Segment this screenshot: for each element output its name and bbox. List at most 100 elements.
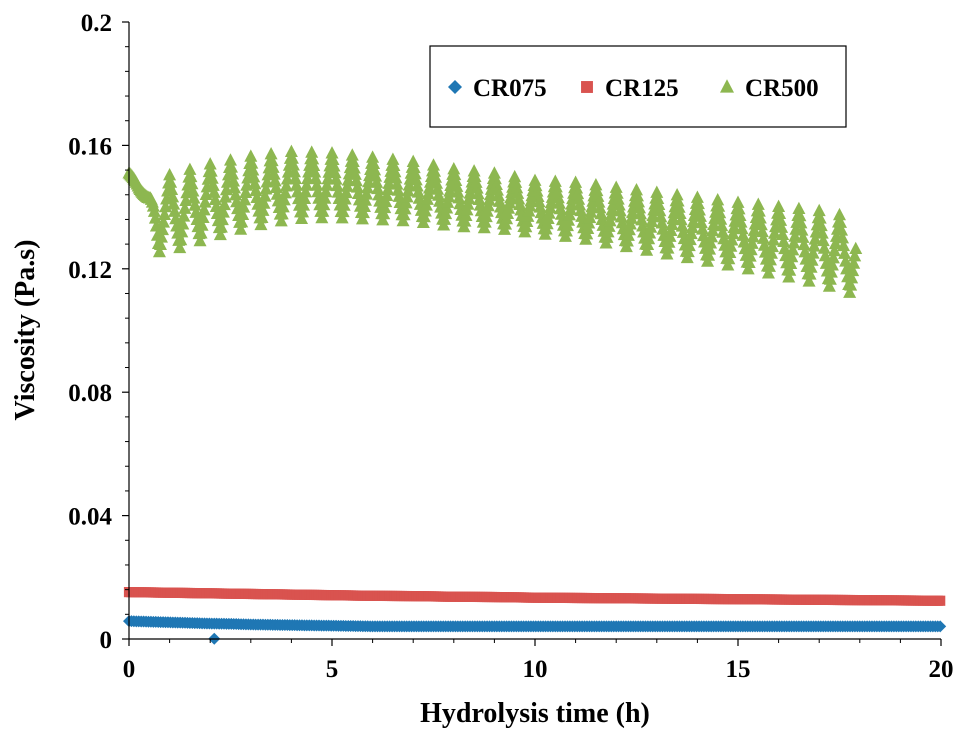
cr500-point [673, 206, 687, 220]
cr500-point [837, 238, 851, 252]
cr500-point [848, 249, 862, 262]
cr500-point [609, 180, 623, 193]
cr500-point [772, 199, 786, 212]
cr500-point [825, 258, 839, 271]
cr500-point [327, 159, 341, 172]
cr500-point [411, 185, 425, 198]
cr500-point [595, 212, 609, 226]
cr500-point [671, 194, 685, 207]
cr500-point [173, 240, 187, 254]
cr500-point [183, 162, 197, 175]
cr500-point [193, 233, 207, 247]
cr500-point [355, 212, 369, 225]
cr500-point [163, 168, 177, 181]
cr500-point [552, 196, 566, 209]
cr500-point [357, 199, 371, 212]
cr500-point [296, 204, 310, 218]
x-tick-label: 0 [123, 656, 136, 683]
cr500-point [430, 176, 444, 189]
cr500-point [591, 189, 605, 202]
cr500-point [634, 207, 648, 220]
cr500-point [205, 171, 219, 184]
cr500-point [269, 180, 283, 194]
cr500-point [532, 194, 546, 208]
cr500-point [339, 185, 353, 199]
cr500-point [743, 249, 757, 262]
cr500-point [244, 149, 258, 162]
cr500-point [237, 200, 251, 213]
cr500-point [593, 201, 607, 214]
cr500-point [168, 204, 182, 217]
cr500-point [614, 209, 628, 223]
cr500-point [733, 208, 747, 221]
cr500-point [467, 164, 481, 177]
cr500-point [367, 156, 381, 170]
cr500-point [551, 190, 565, 204]
cr500-point [487, 166, 501, 179]
cr500-point [747, 223, 761, 236]
cr500-point [849, 241, 863, 255]
cr500-point [336, 204, 350, 218]
cr500-point [257, 196, 271, 209]
cr500-point [386, 152, 400, 165]
cr500-point [766, 239, 780, 253]
cr500-point [509, 175, 523, 188]
y-tick-label: 0.12 [68, 257, 112, 284]
cr500-point [297, 198, 311, 211]
cr500-point [239, 185, 253, 199]
cr500-point [717, 231, 731, 245]
cr500-point [514, 203, 528, 216]
cr500-point [751, 197, 765, 210]
cr500-point [715, 218, 729, 232]
cr500-point [320, 178, 334, 191]
cr500-point [176, 217, 190, 230]
cr500-point [732, 202, 746, 215]
cr500-point [207, 185, 221, 198]
series-cr125 [123, 587, 946, 606]
cr500-point [452, 191, 466, 204]
cr125-point [935, 595, 946, 606]
cr500-point [632, 194, 646, 208]
cr500-point [838, 246, 852, 259]
cr500-point [278, 186, 292, 199]
cr500-point [845, 271, 859, 284]
cr500-point [453, 196, 467, 210]
cr500-point [299, 184, 313, 198]
cr500-point [571, 186, 585, 200]
cr500-point [813, 211, 827, 224]
legend-cr075-marker [448, 80, 462, 94]
series-cr500 [122, 144, 863, 298]
cr500-point [574, 203, 588, 217]
cr500-point [358, 193, 372, 206]
cr500-point [488, 171, 502, 185]
cr500-point [827, 243, 841, 257]
cr500-point [208, 192, 222, 205]
y-tick-label: 0 [100, 627, 113, 654]
cr500-point [300, 178, 314, 191]
cr500-point [274, 213, 288, 227]
cr500-point [755, 224, 769, 238]
cr500-point [447, 161, 461, 175]
cr500-point [846, 263, 860, 277]
cr500-point [670, 187, 684, 201]
cr500-point [227, 174, 241, 187]
cr500-point [785, 249, 799, 263]
cr500-point [228, 181, 242, 194]
cr500-point [787, 236, 801, 249]
cr500-point [238, 192, 252, 206]
cr500-point [285, 151, 299, 164]
data-marks [122, 144, 947, 645]
cr500-point [754, 217, 768, 231]
cr500-point [722, 251, 736, 265]
cr500-point [714, 212, 728, 225]
cr500-point [451, 185, 465, 198]
cr500-point [337, 198, 351, 211]
cr500-point [721, 258, 735, 271]
cr500-point [795, 223, 809, 236]
cr500-point [346, 154, 360, 168]
cr500-point [427, 158, 440, 171]
cr500-point [174, 232, 188, 246]
cr500-point [655, 216, 669, 229]
legend-cr500-label: CR500 [745, 75, 819, 102]
